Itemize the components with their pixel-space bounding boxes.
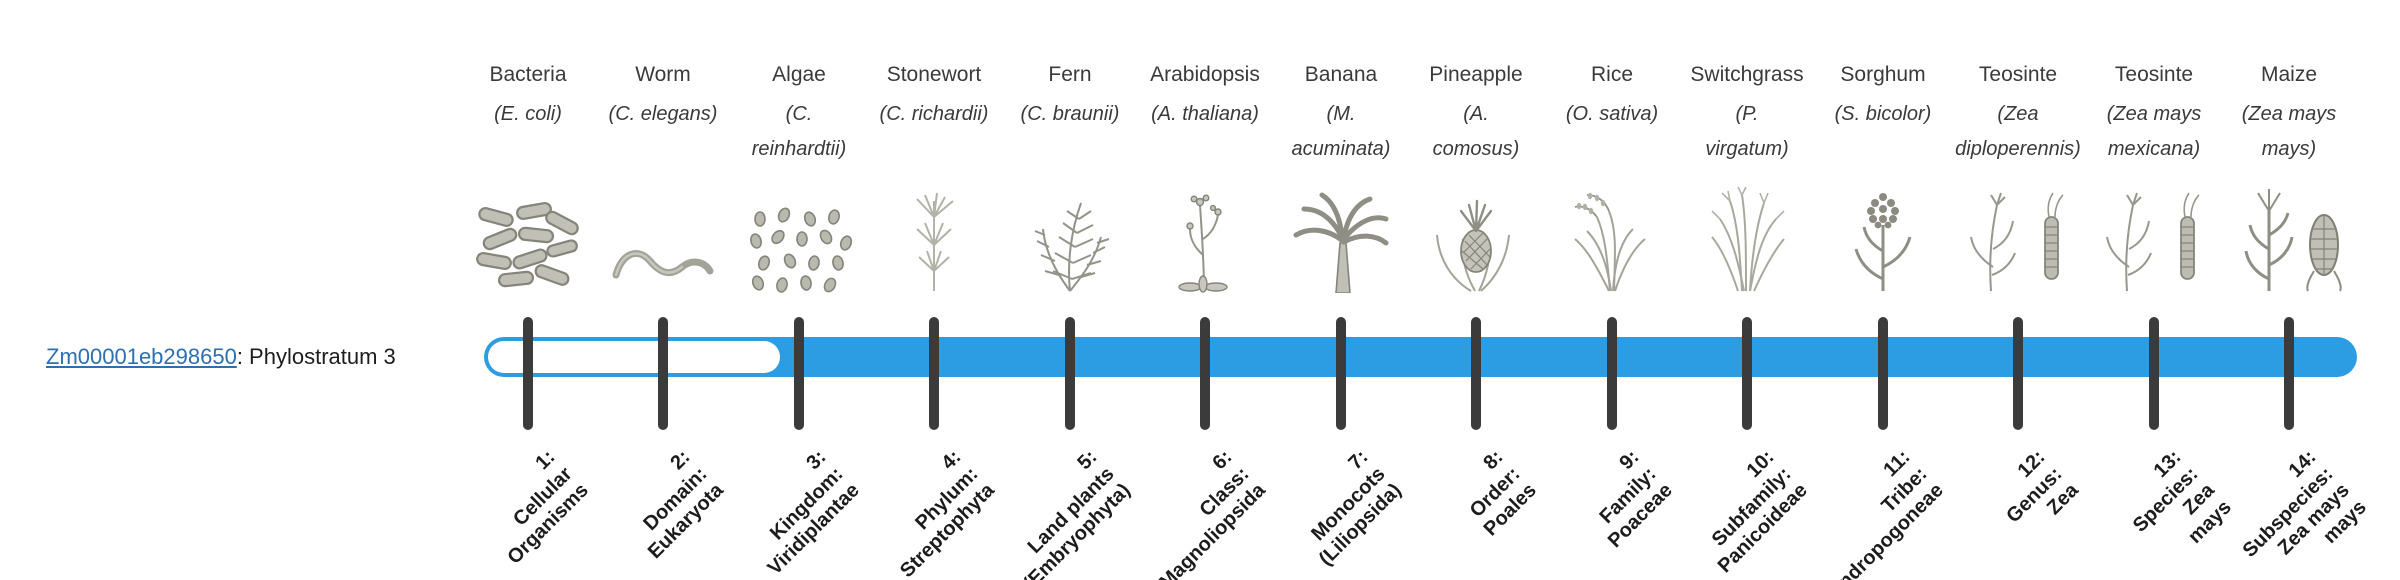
organism-column: Switchgrass (P. virgatum) bbox=[1659, 62, 1835, 293]
fern-icon bbox=[1034, 202, 1110, 292]
organism-scientific-name: (P. virgatum) bbox=[1705, 103, 1789, 160]
organism-common-name: Maize bbox=[2260, 63, 2318, 86]
organism-common-name: Rice bbox=[1590, 63, 1633, 86]
organism-common-name: Arabidopsis bbox=[1150, 63, 1260, 86]
organism-column: Teosinte (Zea mays mexicana) bbox=[2066, 62, 2242, 293]
organism-common-name: Stonewort bbox=[886, 63, 982, 86]
organism-column: Sorghum (S. bicolor) bbox=[1795, 62, 1971, 293]
organism-scientific-name: (C. reinhardtii) bbox=[751, 103, 847, 160]
phylostratum-tick bbox=[1878, 317, 1888, 430]
organism-column: Worm (C. elegans) bbox=[575, 62, 751, 293]
sorghum-icon bbox=[1854, 193, 1912, 292]
organism-illustration bbox=[1421, 171, 1531, 293]
organism-illustration bbox=[1015, 171, 1125, 293]
gene-id-link[interactable]: Zm00001eb298650 bbox=[46, 344, 237, 369]
phylostratum-tick bbox=[658, 317, 668, 430]
organism-column: Banana (M. acuminata) bbox=[1253, 62, 1429, 294]
maize-icon bbox=[2244, 189, 2342, 292]
organism-illustration bbox=[879, 171, 989, 293]
organism-column: Algae (C. reinhardtii) bbox=[711, 62, 887, 293]
organism-scientific-name: (C. elegans) bbox=[608, 103, 718, 126]
organism-column: Fern (C. braunii) bbox=[982, 62, 1158, 293]
organism-illustration bbox=[2089, 171, 2219, 293]
organism-illustration bbox=[1692, 171, 1802, 293]
phylostratum-tick bbox=[1471, 317, 1481, 430]
organism-illustration bbox=[1150, 171, 1260, 293]
phylostratum-tick bbox=[1607, 317, 1617, 430]
phylostratum-tick bbox=[1742, 317, 1752, 430]
gene-label: Zm00001eb298650: Phylostratum 3 bbox=[46, 344, 396, 370]
phylostratum-tick bbox=[1336, 317, 1346, 430]
organism-illustration bbox=[1286, 171, 1396, 294]
organism-common-name: Teosinte bbox=[1978, 63, 2058, 86]
organism-common-name: Bacteria bbox=[489, 63, 567, 86]
organism-common-name: Pineapple bbox=[1429, 63, 1523, 86]
organism-scientific-name: (E. coli) bbox=[494, 103, 562, 126]
organism-column: Rice (O. sativa) bbox=[1524, 62, 1700, 293]
organism-scientific-name: (A. comosus) bbox=[1432, 103, 1520, 160]
phylostratum-label: 1: Cellular Organisms bbox=[503, 446, 593, 569]
organism-scientific-name: (Zea mays mays) bbox=[2241, 103, 2337, 160]
phylostratum-tick bbox=[929, 317, 939, 430]
phylostratum-tick bbox=[1065, 317, 1075, 430]
organism-scientific-name: (O. sativa) bbox=[1565, 103, 1659, 126]
organism-scientific-name: (A. thaliana) bbox=[1151, 103, 1259, 126]
phylostratum-tick bbox=[2284, 317, 2294, 430]
phylostratum-tick bbox=[794, 317, 804, 430]
organism-common-name: Algae bbox=[772, 63, 826, 86]
stonewort-icon bbox=[916, 193, 954, 292]
organism-illustration bbox=[1828, 171, 1938, 293]
organism-column: Arabidopsis (A. thaliana) bbox=[1117, 62, 1293, 293]
phylostratum-tick bbox=[1200, 317, 1210, 430]
organism-common-name: Sorghum bbox=[1840, 63, 1926, 86]
teosinte-icon bbox=[2106, 192, 2200, 292]
organism-illustration bbox=[473, 171, 583, 293]
rice-icon bbox=[1574, 192, 1646, 292]
organism-column: Teosinte (Zea diploperennis) bbox=[1930, 62, 2106, 293]
organism-illustration bbox=[608, 171, 718, 293]
banana-icon bbox=[1293, 192, 1389, 294]
organism-scientific-name: (Zea diploperennis) bbox=[1955, 103, 2081, 160]
organism-column: Maize (Zea mays mays) bbox=[2201, 62, 2377, 293]
teosinte-icon bbox=[1970, 192, 2064, 292]
organism-common-name: Switchgrass bbox=[1690, 63, 1804, 86]
organism-common-name: Teosinte bbox=[2114, 63, 2194, 86]
phylostratum-tick bbox=[2013, 317, 2023, 430]
bar-unfilled-region bbox=[488, 341, 780, 373]
organism-illustration bbox=[1557, 171, 1667, 293]
organism-scientific-name: (C. braunii) bbox=[1020, 103, 1120, 126]
arabidopsis-icon bbox=[1178, 194, 1228, 293]
organism-illustration bbox=[2224, 171, 2354, 293]
organism-column: Stonewort (C. richardii) bbox=[846, 62, 1022, 293]
organism-scientific-name: (C. richardii) bbox=[879, 103, 989, 126]
organism-illustration bbox=[744, 171, 854, 293]
organism-common-name: Banana bbox=[1304, 63, 1378, 86]
phylostratum-tick bbox=[523, 317, 533, 430]
organism-scientific-name: (M. acuminata) bbox=[1291, 103, 1391, 160]
phylostratum-tick bbox=[2149, 317, 2159, 430]
phylostrata-bar bbox=[484, 337, 2357, 377]
phylostratum-text: : Phylostratum 3 bbox=[236, 344, 396, 369]
organism-column: Bacteria (E. coli) bbox=[440, 62, 616, 293]
algae-icon bbox=[750, 207, 853, 293]
organism-illustration bbox=[1953, 171, 2083, 293]
organism-column: Pineapple (A. comosus) bbox=[1388, 62, 1564, 293]
bacteria-icon bbox=[476, 202, 579, 288]
organism-scientific-name: (Zea mays mexicana) bbox=[2106, 103, 2202, 160]
switchgrass-icon bbox=[1711, 186, 1785, 292]
organism-common-name: Fern bbox=[1048, 63, 1092, 86]
organism-common-name: Worm bbox=[635, 63, 691, 86]
organism-scientific-name: (S. bicolor) bbox=[1834, 103, 1932, 126]
pineapple-icon bbox=[1436, 199, 1510, 293]
worm-icon bbox=[612, 250, 714, 279]
